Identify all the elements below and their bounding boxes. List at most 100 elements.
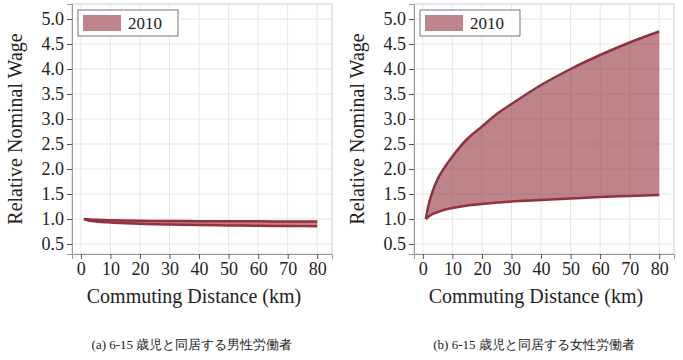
tick: 4.0 xyxy=(42,59,73,79)
tick-mark xyxy=(67,94,72,95)
tick: 4.5 xyxy=(384,34,415,54)
plot-area xyxy=(84,219,317,226)
tick: 3.0 xyxy=(42,109,73,129)
tick-label: 50 xyxy=(220,259,238,279)
legend: 2010 xyxy=(420,10,520,36)
tick-label: 0 xyxy=(77,259,86,279)
grid-line xyxy=(72,194,332,195)
grid-line xyxy=(72,244,332,245)
grid-line xyxy=(199,4,200,254)
lower-line xyxy=(84,219,317,226)
range-area xyxy=(84,219,317,226)
tick: 50 xyxy=(562,254,580,279)
lower-line xyxy=(426,195,659,219)
tick: 4.0 xyxy=(384,59,415,79)
y-axis: 0.51.01.52.02.53.03.54.04.55.0 xyxy=(384,5,415,255)
tick-label: 2.5 xyxy=(42,134,65,154)
tick: 5.0 xyxy=(384,9,415,29)
tick-label: 2.0 xyxy=(384,159,407,179)
tick-label: 5.0 xyxy=(384,9,407,29)
upper-line xyxy=(84,219,317,222)
tick: 1.5 xyxy=(384,184,415,204)
legend: 2010 xyxy=(78,10,178,36)
tick-label: 0 xyxy=(419,259,428,279)
range-area xyxy=(426,32,659,220)
tick: 2.5 xyxy=(42,134,73,154)
tick-label: 4.5 xyxy=(384,34,407,54)
grid-line xyxy=(317,4,318,254)
tick-label: 60 xyxy=(250,259,268,279)
tick-label: 2.5 xyxy=(384,134,407,154)
tick-label: 3.5 xyxy=(42,84,65,104)
tick: 3.5 xyxy=(42,84,73,104)
legend-swatch xyxy=(425,15,463,31)
plot-frame xyxy=(72,4,332,254)
upper-line xyxy=(426,32,659,220)
tick-label: 4.5 xyxy=(42,34,65,54)
tick: 70 xyxy=(279,254,297,279)
tick-label: 30 xyxy=(503,259,521,279)
tick-label: 10 xyxy=(444,259,462,279)
tick: 2.0 xyxy=(384,159,415,179)
tick-label: 4.0 xyxy=(42,59,65,79)
grid xyxy=(72,4,332,254)
tick: 30 xyxy=(161,254,179,279)
tick: 1.5 xyxy=(42,184,73,204)
tick-label: 30 xyxy=(161,259,179,279)
grid xyxy=(414,4,674,254)
tick-mark xyxy=(67,69,72,70)
axis-line xyxy=(67,5,73,255)
grid-line xyxy=(72,119,332,120)
x-axis-title: Commuting Distance (km) xyxy=(87,285,301,308)
tick-mark xyxy=(67,219,72,220)
grid-line xyxy=(72,44,332,45)
tick: 3.0 xyxy=(384,109,415,129)
x-axis: 0 10 20 30 40 50 60 70 80 xyxy=(415,254,675,279)
grid-line xyxy=(287,4,288,254)
tick: 80 xyxy=(651,254,669,279)
legend-label: 2010 xyxy=(128,14,162,33)
caption: (b) 6-15 歳児と同居する女性労働者 xyxy=(433,337,635,352)
tick-mark xyxy=(67,244,72,245)
tick-label: 40 xyxy=(533,259,551,279)
tick: 60 xyxy=(592,254,610,279)
tick: 40 xyxy=(191,254,209,279)
tick: 60 xyxy=(250,254,268,279)
tick-label: 40 xyxy=(191,259,209,279)
grid-line xyxy=(169,4,170,254)
x-axis-title: Commuting Distance (km) xyxy=(429,285,643,308)
tick-mark xyxy=(409,144,414,145)
grid-line xyxy=(72,169,332,170)
tick: 20 xyxy=(473,254,491,279)
grid-line xyxy=(72,69,332,70)
tick: 40 xyxy=(533,254,551,279)
tick: 2.0 xyxy=(42,159,73,179)
tick: 1.0 xyxy=(42,209,73,229)
tick-label: 50 xyxy=(562,259,580,279)
grid-line xyxy=(258,4,259,254)
tick-label: 1.5 xyxy=(384,184,407,204)
tick-mark xyxy=(409,119,414,120)
tick: 0.5 xyxy=(42,234,73,254)
tick-label: 1.0 xyxy=(42,209,65,229)
tick-mark xyxy=(409,94,414,95)
legend-box xyxy=(78,10,178,36)
tick-label: 80 xyxy=(651,259,669,279)
tick: 30 xyxy=(503,254,521,279)
tick-mark xyxy=(409,169,414,170)
grid-line xyxy=(452,4,453,254)
tick-label: 70 xyxy=(621,259,639,279)
tick-label: 70 xyxy=(279,259,297,279)
legend-label: 2010 xyxy=(470,14,504,33)
tick-label: 10 xyxy=(102,259,120,279)
tick-label: 5.0 xyxy=(42,9,65,29)
y-axis-title: Relative Nominal Wage xyxy=(4,33,27,224)
grid-line xyxy=(139,4,140,254)
y-axis: 0.5 1.0 1.5 2.0 2.5 3.0 3.5 4.0 4.5 5.0 xyxy=(42,5,73,255)
tick: 80 xyxy=(309,254,327,279)
tick: 1.0 xyxy=(384,209,415,229)
legend-swatch xyxy=(83,15,121,31)
tick-label: 3.0 xyxy=(42,109,65,129)
tick-mark xyxy=(67,194,72,195)
tick: 3.5 xyxy=(384,84,415,104)
